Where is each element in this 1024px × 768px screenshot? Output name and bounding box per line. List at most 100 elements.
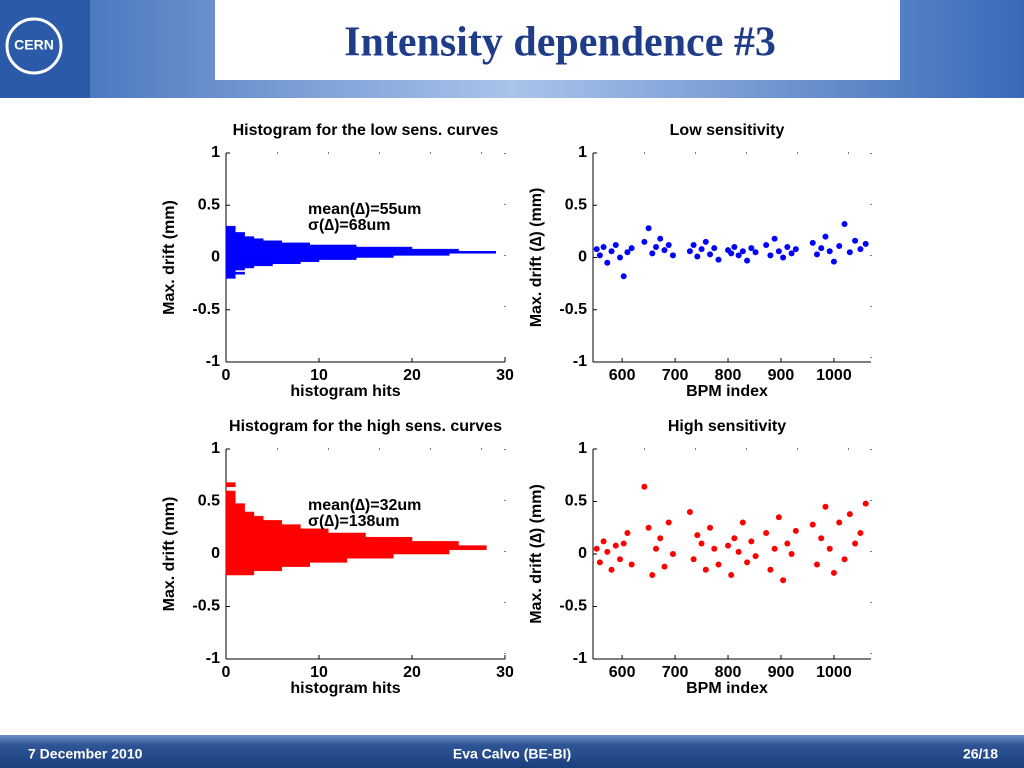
y-tick-label: -1 <box>206 650 220 667</box>
scatter-point <box>657 235 664 242</box>
scatter-point <box>841 556 848 563</box>
histogram-bar <box>225 276 236 279</box>
histogram-bar <box>225 541 459 546</box>
histogram-bar <box>225 273 236 277</box>
scatter-point <box>862 240 869 247</box>
scatter-point <box>707 524 714 531</box>
scatter-point <box>604 548 611 555</box>
scatter-point <box>852 237 859 244</box>
scatter-point <box>690 556 697 563</box>
histogram-bar <box>225 265 255 269</box>
y-tick-label: 0.5 <box>198 493 220 510</box>
histogram-bar <box>225 246 413 250</box>
y-tick-label: 0.5 <box>565 493 587 510</box>
scatter-point <box>686 509 693 515</box>
title-box <box>215 0 900 80</box>
histogram-bar <box>225 227 236 231</box>
x-tick-label: 30 <box>496 367 514 384</box>
scatter-point <box>624 249 631 256</box>
x-tick-label: 10 <box>310 367 328 384</box>
x-tick-label: 10 <box>310 664 328 681</box>
histogram-bar <box>225 230 236 233</box>
scatter-point <box>809 239 816 246</box>
histogram-bar <box>225 515 264 521</box>
x-tick-label: 1000 <box>816 664 852 681</box>
y-tick-label: 1 <box>211 440 220 457</box>
scatter-point <box>665 241 672 248</box>
scatter-point <box>702 566 709 573</box>
histogram-bar <box>225 570 255 576</box>
histogram-bar <box>225 244 357 248</box>
scatter-point <box>857 530 864 536</box>
histogram-bar <box>225 250 496 254</box>
y-tick-label: -0.5 <box>192 598 220 615</box>
scatter-point <box>711 245 718 252</box>
scatter-point <box>715 256 722 263</box>
y-tick-label: -0.5 <box>559 301 587 318</box>
x-tick-label: 600 <box>609 367 636 384</box>
x-tick-label: 900 <box>768 664 795 681</box>
scatter-point <box>813 561 820 568</box>
histogram-bar <box>225 261 301 265</box>
y-tick-label: -0.5 <box>192 301 220 318</box>
scatter-point <box>826 545 833 552</box>
footer-author: Eva Calvo (BE-BI) <box>453 746 571 762</box>
histogram-bar <box>225 253 450 256</box>
scatter-point <box>608 248 615 255</box>
scatter-point <box>624 530 631 536</box>
x-axis-label: histogram hits <box>290 383 400 400</box>
scatter-point <box>593 545 600 552</box>
histogram-bar <box>225 225 236 229</box>
y-tick-label: 0 <box>211 545 220 562</box>
histogram-bar <box>225 240 283 244</box>
histogram-bar <box>225 263 273 267</box>
histogram-bar <box>225 566 283 572</box>
scatter-point <box>841 221 848 228</box>
scatter-point <box>784 540 791 547</box>
scatter-point <box>690 241 697 248</box>
y-axis-label: Max. drift (∆) (mm) <box>528 188 545 328</box>
histogram-bar <box>225 536 413 542</box>
y-tick-label: 0.5 <box>198 196 220 213</box>
annotation: σ(∆)=68um <box>308 217 391 234</box>
scatter-point <box>707 251 714 258</box>
x-tick-label: 700 <box>662 367 689 384</box>
scatter-point <box>822 503 829 510</box>
scatter-point <box>686 248 693 255</box>
y-tick-label: 0.5 <box>565 196 587 213</box>
histogram-bar <box>225 234 245 237</box>
chart-title: Histogram for the high sens. curves <box>229 418 502 435</box>
chart-title: Low sensitivity <box>670 122 785 139</box>
histogram-bar <box>225 248 459 252</box>
scatter-point <box>600 244 607 251</box>
scatter-point <box>822 233 829 240</box>
scatter-point <box>846 511 853 518</box>
scatter-point <box>739 248 746 255</box>
y-tick-label: -1 <box>573 650 587 667</box>
scatter-point <box>641 238 648 245</box>
scatter-point <box>846 249 853 256</box>
scatter-point <box>725 542 732 549</box>
scatter-point <box>728 572 735 578</box>
x-tick-label: 600 <box>609 664 636 681</box>
scatter-point <box>694 253 701 260</box>
scatter-point <box>669 551 676 557</box>
y-tick-label: 1 <box>211 144 220 161</box>
scatter-point <box>767 566 774 573</box>
x-tick-label: 700 <box>662 664 689 681</box>
scatter-point <box>728 250 735 257</box>
y-axis-label: Max. drift (∆) (mm) <box>528 484 545 624</box>
y-tick-label: 0 <box>211 249 220 266</box>
scatter-point <box>645 225 652 232</box>
x-tick-label: 30 <box>496 664 514 681</box>
scatter-point <box>852 540 859 547</box>
scatter-point <box>767 252 774 259</box>
scatter-point <box>669 252 676 259</box>
histogram-bar <box>225 562 310 567</box>
y-tick-label: 0 <box>578 249 587 266</box>
y-tick-label: 1 <box>578 440 587 457</box>
histogram-bar <box>225 532 366 538</box>
scatter-point <box>780 577 787 584</box>
annotation: mean(∆)=32um <box>308 497 421 514</box>
